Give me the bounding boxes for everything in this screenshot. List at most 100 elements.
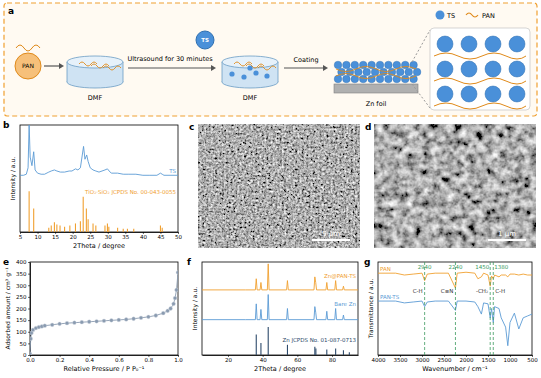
y-axis-title: Intensity / a.u. [191,287,199,330]
ts-icon [196,31,214,49]
ts-particle [401,75,409,83]
pan-chain [434,78,526,84]
solvent-label: DMF [88,94,103,102]
reference-stick [162,228,163,232]
reference-stick [48,228,49,232]
chart-panel: 0.00.20.40.60.81.00501001502002503003504… [3,257,183,373]
tick: 50 [20,341,31,347]
ts-particle [485,86,501,102]
tick: 40 [140,232,147,240]
series-point [87,320,91,324]
tick: 0.0 [26,355,35,363]
plot-marks [378,262,532,355]
arrow-shaft [284,67,324,68]
tick: 5 [19,232,23,240]
tick-label: 5 [19,234,23,240]
ts-particle [461,61,477,77]
dish-side [222,62,223,82]
annotation-text: C-H [413,288,423,294]
reference-stick [86,208,87,232]
tick-mark [28,297,30,298]
tick: 0.6 [115,355,124,363]
tick-mark [28,320,30,321]
reference-stick [108,227,109,232]
series-point [173,296,177,300]
zoom-frame [430,28,530,110]
ts-particle [509,36,525,52]
ts-particle [401,61,409,69]
zn-foil [334,84,418,93]
tick-label: 200 [16,306,27,312]
x-axis-line [21,232,179,233]
tick-label: 0 [23,352,27,358]
tick-label: 3000 [416,357,430,363]
plot-frame [378,262,532,355]
annotation-value: 1450 [475,264,489,270]
reference-stick [29,191,30,232]
reference-stick [54,222,55,232]
tick: 30 [105,232,112,240]
tick: 45 [157,232,164,240]
plot-frame [30,262,178,355]
ts-particle [413,68,421,76]
tick: 400 [16,259,30,265]
annotation-value: 1380 [494,264,508,270]
series-line [30,272,178,353]
x-axis: 0.00.20.40.60.81.0 [26,355,183,363]
annotation-line [490,262,491,355]
annotation-text: C-H [495,288,505,294]
tick-label: 20 [70,234,77,240]
pan-chain [336,74,416,79]
reference-stick [343,350,344,355]
ts-particle [509,61,525,77]
series-label: TiO₂·SiO₂ JCPDS No. 00-043-0055 [84,189,176,196]
annotation-value: 2240 [448,264,462,270]
reference-stick [92,223,93,232]
series-point [65,321,69,325]
tick-label: 10 [35,234,42,240]
series-line [378,301,532,346]
tick: 200 [16,306,30,312]
y-axis: 050100150200250300350400 [16,259,31,358]
tick-label: 0.8 [145,357,154,363]
arrow-shaft [128,67,212,68]
tick-mark [28,262,30,263]
series-point [30,352,32,355]
y-axis-title: Transmittance / a.u. [367,279,374,340]
ts-particle [229,71,234,76]
reference-stick [160,226,161,232]
pan-chain [103,66,121,70]
pan-chain [434,103,526,109]
tick-mark [28,309,30,310]
tick: 0.4 [85,355,94,363]
ts-particle [405,68,413,76]
panel-label: b [3,120,10,130]
dish-side [278,62,279,82]
series-point [154,314,158,318]
tick-label: 60 [294,357,301,363]
tick: 1.0 [174,355,183,363]
tick: 3500 [394,355,408,363]
panel-label: f [187,257,191,267]
series-point [50,323,54,327]
tick: 20 [225,355,232,363]
x-axis-line [379,355,533,356]
reference-stick [59,226,60,232]
pan-label: PAN [22,62,34,69]
tick: 80 [329,355,336,363]
sem-image [374,124,536,248]
panel-label: d [365,122,371,132]
reference-stick [104,226,105,232]
series-point [30,337,33,341]
annotation-value: 2940 [418,264,432,270]
tick: 500 [527,355,538,363]
substrate-label: Zn foil [366,100,387,108]
tick: 15 [52,232,59,240]
series-line [378,272,532,288]
ts-particle [485,36,501,52]
arrow-head [211,65,216,71]
series-point [124,318,128,322]
x-axis-title: 2Theta / degree [254,365,306,373]
tick: 20 [70,232,77,240]
y-axis-title: Intensity / a.u. [9,157,17,200]
